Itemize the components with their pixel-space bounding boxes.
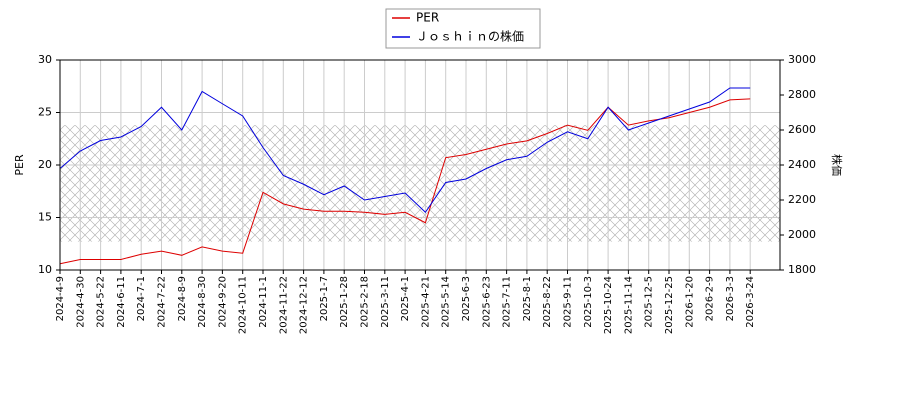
x-tick-label: 2025-4-1 — [400, 276, 411, 321]
x-tick-label: 2024-12-12 — [299, 276, 310, 334]
x-tick-label: 2024-4-30 — [75, 276, 86, 328]
x-tick-label: 2025-3-11 — [380, 276, 391, 328]
x-tick-label: 2024-8-9 — [177, 276, 188, 321]
x-tick-label: 2025-1-28 — [339, 276, 350, 328]
series-line — [59, 87, 751, 214]
x-tick-label: 2025-5-14 — [441, 276, 452, 328]
series-line — [59, 98, 751, 265]
x-tick-label: 2025-8-22 — [542, 276, 553, 328]
y2-tick-label: 1800 — [788, 263, 816, 276]
x-tick-label: 2025-12-5 — [644, 276, 655, 328]
x-tick-label: 2025-10-24 — [603, 276, 614, 334]
x-tick-label: 2024-9-20 — [217, 276, 228, 328]
x-tick-label: 2024-4-9 — [55, 276, 66, 321]
x-tick-label: 2024-10-11 — [238, 276, 249, 334]
x-tick-label: 2024-11-1 — [258, 276, 269, 328]
y-tick-label: 25 — [38, 106, 52, 119]
x-tick-label: 2024-6-11 — [116, 276, 127, 328]
x-tick-label: 2025-10-3 — [583, 276, 594, 328]
y2-tick-label: 2000 — [788, 228, 816, 241]
x-tick-label: 2026-3-3 — [725, 276, 736, 321]
x-tick-label: 2025-11-14 — [623, 276, 634, 334]
y-tick-label: 20 — [38, 158, 52, 171]
x-tick-label: 2025-12-25 — [664, 276, 675, 334]
x-tick-label: 2026-1-20 — [684, 276, 695, 328]
x-tick-label: 2025-9-11 — [563, 276, 574, 328]
y2-axis-label: 株価 — [830, 154, 844, 176]
y2-tick-label: 2600 — [788, 123, 816, 136]
x-tick-label: 2026-3-24 — [745, 276, 756, 328]
y2-tick-label: 2400 — [788, 158, 816, 171]
y-axis-label: PER — [13, 154, 26, 176]
y-tick-label: 30 — [38, 53, 52, 66]
x-tick-label: 2025-1-7 — [319, 276, 330, 321]
x-tick-label: 2025-6-23 — [481, 276, 492, 328]
x-tick-label: 2025-4-21 — [420, 276, 431, 328]
y2-tick-label: 2200 — [788, 193, 816, 206]
x-tick-label: 2026-2-9 — [705, 276, 716, 321]
x-tick-label: 2024-7-22 — [157, 276, 168, 328]
legend-label: Ｊｏｓｈｉｎの株価 — [416, 29, 524, 44]
y-tick-label: 10 — [38, 263, 52, 276]
x-tick-label: 2025-8-1 — [522, 276, 533, 321]
legend-box — [385, 8, 541, 49]
x-tick-label: 2025-6-3 — [461, 276, 472, 321]
shaded-band — [60, 125, 780, 242]
y2-tick-label: 3000 — [788, 53, 816, 66]
legend-label: PER — [416, 11, 439, 25]
x-tick-label: 2024-8-30 — [197, 276, 208, 328]
x-tick-label: 2024-11-22 — [278, 276, 289, 334]
y2-tick-label: 2800 — [788, 88, 816, 101]
y-tick-label: 15 — [38, 211, 52, 224]
x-tick-label: 2024-5-22 — [96, 276, 107, 328]
x-tick-label: 2024-7-1 — [136, 276, 147, 321]
x-tick-label: 2025-2-18 — [360, 276, 371, 328]
x-tick-label: 2025-7-11 — [502, 276, 513, 328]
